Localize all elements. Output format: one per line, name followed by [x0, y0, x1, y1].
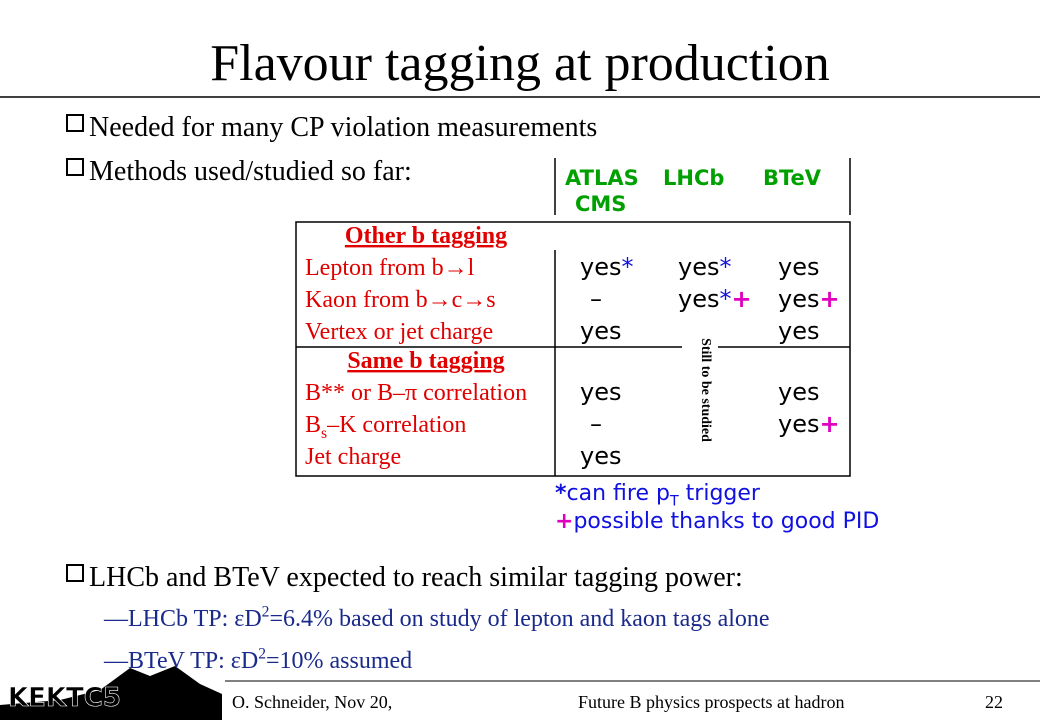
footer-event: Future B physics prospects at hadron [578, 692, 844, 712]
cell-text: yes [778, 378, 819, 406]
star-mark: * [719, 285, 731, 313]
cell: yes* [580, 253, 633, 281]
plus-mark: + [819, 410, 839, 438]
note-symbol: * [555, 481, 567, 506]
row-label: Kaon from b→c→s [305, 287, 496, 313]
text-part: —BTeV TP: εD [103, 648, 258, 674]
footer-page: 22 [985, 692, 1003, 712]
cell-text: yes [580, 253, 621, 281]
cell: yes+ [778, 410, 840, 438]
row-label: Jet charge [305, 444, 401, 470]
text-part: Jet charge [305, 444, 401, 470]
column-header: LHCb [663, 166, 724, 190]
bullet-box [66, 158, 84, 176]
cell-text: yes [778, 285, 819, 313]
cell: yes [778, 317, 819, 345]
note-symbol: + [555, 509, 573, 534]
star-mark: * [621, 253, 633, 281]
text-part: B** or B–π correlation [305, 380, 527, 406]
cell-text: yes [580, 317, 621, 345]
column-header: CMS [575, 192, 626, 216]
cell: yes [778, 378, 819, 406]
text-part: B [305, 412, 321, 438]
row-label: B** or B–π correlation [305, 380, 527, 406]
section-heading: Other b tagging [345, 223, 507, 249]
cell-text: yes [678, 253, 719, 281]
note: +possible thanks to good PID [555, 509, 879, 534]
cell: yes*+ [678, 285, 752, 313]
cell: yes [580, 442, 621, 470]
table-frame [295, 158, 851, 477]
bullet: Methods used/studied so far: [89, 156, 412, 187]
row-label: Vertex or jet charge [305, 319, 493, 345]
text-part: Vertex or jet charge [305, 319, 493, 345]
text-part: Lepton from b→l [305, 255, 475, 281]
logo-mountain [0, 666, 222, 720]
slide-title: Flavour tagging at production [210, 35, 830, 92]
cell-text: – [590, 285, 602, 313]
cell-text: yes [580, 378, 621, 406]
sub-item: —LHCb TP: εD2=6.4% based on study of lep… [103, 603, 770, 632]
sub-item: —BTeV TP: εD2=10% assumed [103, 645, 412, 674]
plus-mark: + [819, 285, 839, 313]
script-text: s [321, 425, 327, 442]
cell: yes+ [778, 285, 840, 313]
cell-text: yes [678, 285, 719, 313]
cell: – [590, 410, 602, 438]
bullet: Needed for many CP violation measurement… [89, 112, 597, 143]
text-part: —LHCb TP: εD [103, 606, 262, 632]
script-text: 2 [262, 603, 270, 620]
bullet-box [66, 564, 84, 582]
cell-text: yes [778, 317, 819, 345]
cell: yes* [678, 253, 731, 281]
script-text: 2 [258, 645, 266, 662]
text-part: trigger [679, 481, 761, 506]
cell: yes [778, 253, 819, 281]
text-part: –K correlation [326, 412, 466, 438]
script-text: T [669, 494, 679, 510]
row-label: Lepton from b→l [305, 255, 475, 281]
note: *can fire pT trigger [555, 481, 761, 510]
star-mark: * [719, 253, 731, 281]
cell-text: yes [778, 253, 819, 281]
bullet: LHCb and BTeV expected to reach similar … [89, 562, 743, 593]
cell-text: yes [778, 410, 819, 438]
cell: – [590, 285, 602, 313]
side-note: Still to be studied [698, 338, 713, 442]
text-part: =10% assumed [266, 648, 412, 674]
bullet-box [66, 114, 84, 132]
section-heading: Same b tagging [347, 348, 504, 374]
row-label: Bs–K correlation [305, 412, 466, 442]
logo: KEKTC5 [8, 683, 121, 713]
cell: yes [580, 317, 621, 345]
column-header: BTeV [763, 166, 822, 190]
text-part: Kaon from b→c→s [305, 287, 496, 313]
footer-author: O. Schneider, Nov 20, [232, 692, 392, 712]
text-part: can fire p [567, 481, 670, 506]
text-part: =6.4% based on study of lepton and kaon … [269, 606, 769, 632]
cell-text: – [590, 410, 602, 438]
column-header: ATLAS [565, 166, 639, 190]
text-part: possible thanks to good PID [573, 509, 879, 534]
cell: yes [580, 378, 621, 406]
cell-text: yes [580, 442, 621, 470]
plus-mark: + [731, 285, 751, 313]
